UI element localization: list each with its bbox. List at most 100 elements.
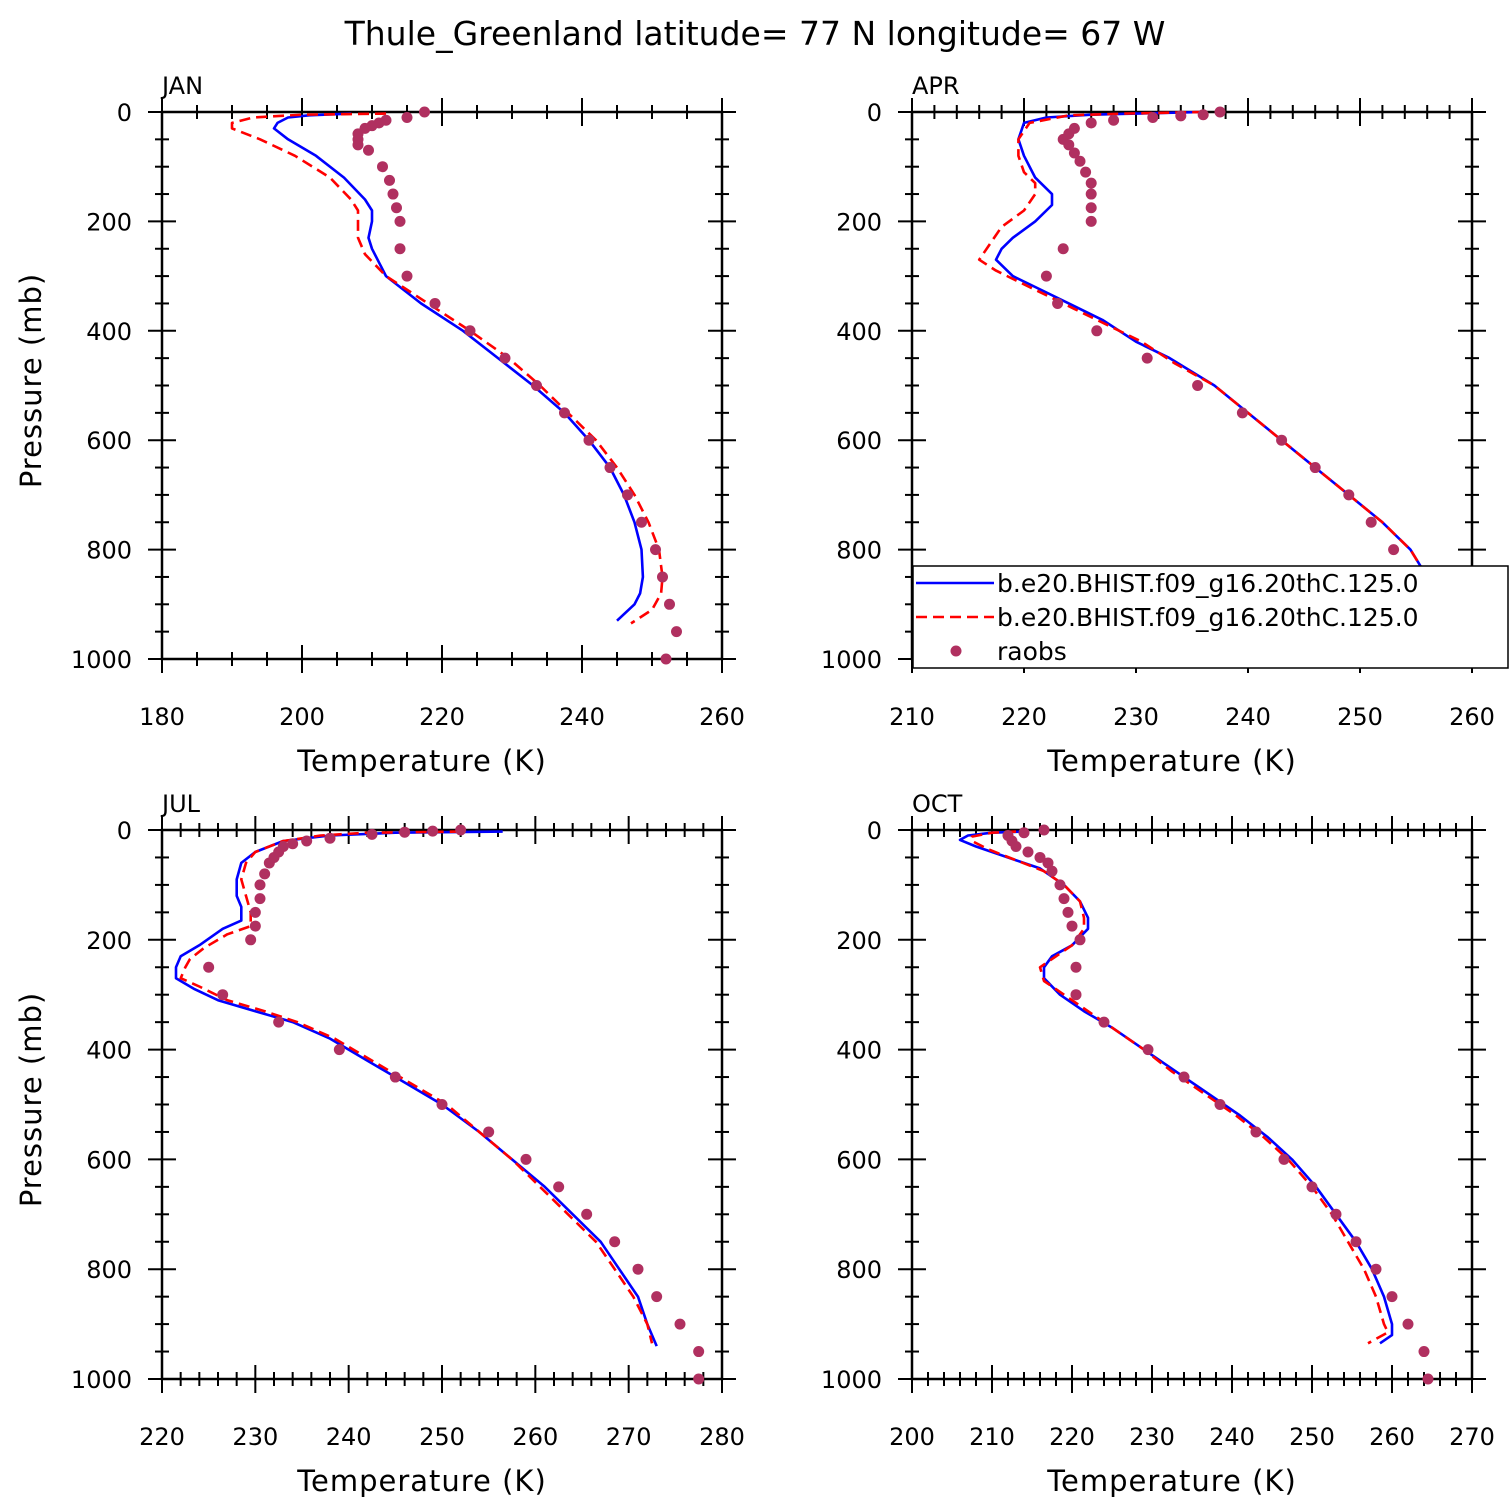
y-tick-label: 400 <box>86 1037 132 1065</box>
panel-title: JAN <box>160 72 203 100</box>
raob-point <box>1058 893 1070 905</box>
y-tick-label: 400 <box>86 318 132 346</box>
raob-point <box>1018 827 1030 839</box>
raob-point <box>1370 1263 1382 1275</box>
raob-point <box>245 934 257 946</box>
raob-point <box>657 571 668 583</box>
raob-point <box>581 1208 593 1220</box>
raob-point <box>455 824 467 836</box>
y-tick-label: 1000 <box>821 646 882 674</box>
raob-point <box>377 161 388 173</box>
x-tick-label: 280 <box>699 1423 745 1451</box>
raob-point <box>650 544 661 556</box>
x-tick-label: 230 <box>1129 1423 1175 1451</box>
y-tick-label: 400 <box>836 1037 882 1065</box>
raob-point <box>553 1181 565 1193</box>
raob-point <box>1330 1208 1342 1220</box>
plot-frame <box>160 110 724 661</box>
x-axis-label: Temperature (K) <box>296 744 547 778</box>
y-tick-label: 800 <box>836 537 882 565</box>
raob-point <box>217 989 229 1001</box>
legend-marker <box>950 645 962 657</box>
raob-point <box>429 297 441 309</box>
raob-point <box>1054 879 1066 891</box>
raob-point <box>1276 434 1288 446</box>
y-tick-label: 600 <box>86 427 132 455</box>
raob-point <box>333 1044 345 1056</box>
raob-point <box>363 144 374 156</box>
panel-title: OCT <box>912 790 963 818</box>
y-tick-label: 200 <box>86 208 132 236</box>
raob-point <box>366 828 378 840</box>
raob-point <box>1343 489 1355 501</box>
x-tick-label: 200 <box>279 703 325 731</box>
y-axis-label: Pressure (mb) <box>14 992 48 1207</box>
x-tick-label: 260 <box>1369 1423 1415 1451</box>
panel-title: APR <box>912 72 960 100</box>
x-tick-label: 220 <box>139 1423 185 1451</box>
raob-point <box>249 920 261 932</box>
raob-point <box>583 434 595 446</box>
x-tick-label: 250 <box>1337 703 1383 731</box>
raob-point <box>1070 961 1082 973</box>
y-tick-label: 1000 <box>71 1366 132 1394</box>
x-axis-label: Temperature (K) <box>1046 744 1297 778</box>
x-tick-label: 270 <box>1449 1423 1495 1451</box>
y-tick-label: 800 <box>86 1256 132 1284</box>
legend-label: b.e20.BHIST.f09_g16.20thC.125.0 <box>997 603 1419 632</box>
model1-line <box>174 830 658 1347</box>
raob-point <box>1062 906 1074 918</box>
raob-point <box>254 893 266 905</box>
raob-point <box>604 462 616 474</box>
raob-point <box>1085 188 1097 200</box>
legend-label: raobs <box>997 637 1067 666</box>
x-tick-label: 220 <box>1001 703 1047 731</box>
raob-point <box>394 243 406 255</box>
raob-point <box>1085 202 1097 214</box>
raob-point <box>389 1071 401 1083</box>
raob-point <box>324 832 336 844</box>
raob-point <box>401 111 413 123</box>
raob-point <box>660 653 672 665</box>
raob-point <box>263 857 275 869</box>
raob-point <box>1309 462 1321 474</box>
raob-point <box>1214 1099 1226 1110</box>
raob-point <box>273 1016 285 1028</box>
raob-point <box>1040 270 1052 282</box>
panel-oct: 0 200 400 600 800 1000 200 210 220 230 240 250 260 27… <box>821 790 1495 1498</box>
y-tick-label: 0 <box>117 817 132 845</box>
raob-point <box>1278 1153 1290 1165</box>
raob-point <box>1066 920 1078 932</box>
raob-point <box>1108 114 1120 126</box>
panel-jan: 0 200 400 600 800 1000 180 200 220 240 260 JAN Tempe… <box>14 72 745 778</box>
raob-point <box>1418 1346 1430 1358</box>
y-tick-label: 0 <box>867 817 882 845</box>
x-tick-label: 210 <box>969 1423 1015 1451</box>
y-tick-label: 800 <box>86 537 132 565</box>
raob-point <box>671 626 682 638</box>
raob-point <box>1306 1181 1318 1193</box>
raob-point <box>664 598 675 610</box>
raob-point <box>464 325 476 337</box>
y-tick-label: 600 <box>836 427 882 455</box>
raob-point <box>693 1346 705 1358</box>
x-tick-label: 270 <box>606 1423 652 1451</box>
raob-point <box>249 906 261 918</box>
raob-point <box>399 826 411 838</box>
x-tick-label: 240 <box>326 1423 372 1451</box>
raob-point <box>1192 380 1204 391</box>
x-axis-label: Temperature (K) <box>296 1464 547 1498</box>
x-axis-label: Temperature (K) <box>1046 1464 1297 1498</box>
raob-point <box>1091 325 1103 337</box>
x-tick-label: 260 <box>699 703 745 731</box>
model2-line <box>179 830 654 1344</box>
model1-line <box>958 830 1394 1345</box>
raob-point <box>1042 857 1054 869</box>
raob-point <box>1080 166 1092 178</box>
legend-label: b.e20.BHIST.f09_g16.20thC.125.0 <box>997 569 1419 598</box>
raob-point <box>1175 110 1187 122</box>
raob-point <box>1422 1373 1434 1385</box>
raob-point <box>1074 934 1086 946</box>
raob-point <box>1350 1236 1362 1248</box>
